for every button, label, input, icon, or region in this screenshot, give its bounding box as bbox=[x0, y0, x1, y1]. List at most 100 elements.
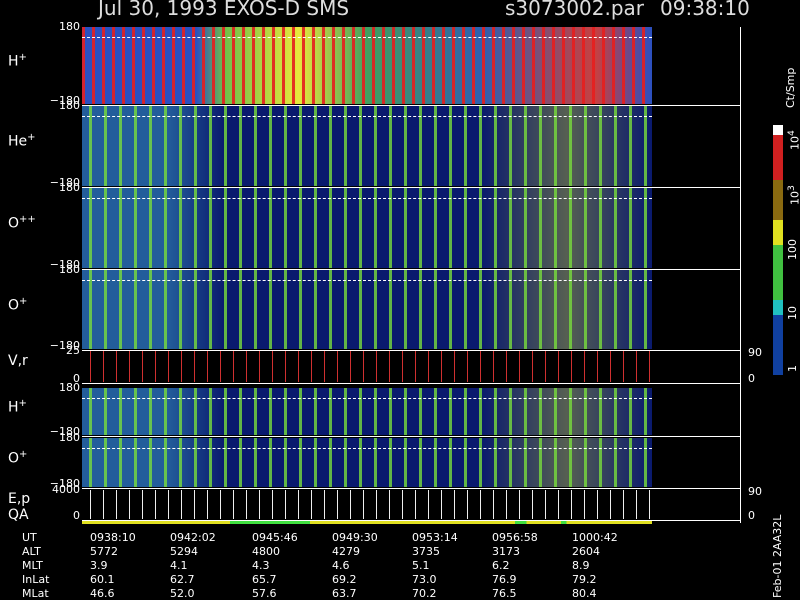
panel-label: He+ bbox=[8, 132, 36, 150]
table-cell: 6.2 bbox=[492, 559, 510, 572]
panel-label-sup: + bbox=[19, 295, 28, 307]
table-cell: 0949:30 bbox=[332, 531, 378, 544]
panel-label-base: V,r bbox=[8, 352, 28, 369]
colorbar-tick: 1 bbox=[786, 365, 799, 372]
panel-separator bbox=[82, 350, 740, 351]
table-cell: 70.2 bbox=[412, 587, 437, 600]
row-label: MLat bbox=[22, 587, 49, 600]
file-name: s3073002.par bbox=[505, 0, 645, 20]
panel-fill bbox=[82, 388, 652, 435]
right-axis bbox=[740, 27, 741, 523]
row-label: InLat bbox=[22, 573, 50, 586]
row-label: ALT bbox=[22, 545, 41, 558]
colorbar bbox=[773, 125, 783, 375]
panel-label-base: O bbox=[8, 215, 20, 232]
panel-label-base: O bbox=[8, 297, 20, 314]
table-cell: 52.0 bbox=[170, 587, 195, 600]
panel-label-sup: + bbox=[27, 132, 36, 143]
dashed-line bbox=[82, 398, 652, 399]
table-cell: 79.2 bbox=[572, 573, 597, 586]
dashed-line bbox=[82, 448, 652, 449]
table-cell: 46.6 bbox=[90, 587, 115, 600]
y2-tick-label: 90 bbox=[748, 346, 762, 359]
spectrogram-panel bbox=[82, 388, 652, 435]
panel-label: E,p bbox=[8, 491, 30, 507]
panel-separator bbox=[82, 488, 740, 489]
panel-label-sup: + bbox=[18, 397, 27, 409]
panel-label-2: QA bbox=[8, 506, 29, 523]
panel-fill bbox=[82, 270, 652, 349]
table-cell: 3735 bbox=[412, 545, 440, 558]
y-tick-label: 4000 bbox=[52, 483, 80, 496]
table-cell: 1000:42 bbox=[572, 531, 618, 544]
panel-separator bbox=[82, 105, 740, 106]
y-tick-label: 25 bbox=[66, 344, 80, 357]
panel-label: V,r bbox=[8, 353, 28, 369]
panel-label: O+ bbox=[8, 296, 27, 314]
title: Jul 30, 1993 EXOS-D SMS bbox=[98, 0, 350, 20]
spectrogram-panel bbox=[82, 270, 652, 349]
panel-label-sup: ++ bbox=[19, 214, 36, 225]
spectrogram-panel bbox=[82, 351, 652, 382]
table-cell: 4800 bbox=[252, 545, 280, 558]
y-tick-label: 0 bbox=[73, 372, 80, 385]
table-cell: 0945:46 bbox=[252, 531, 298, 544]
table-cell: 69.2 bbox=[332, 573, 357, 586]
panel-fill bbox=[82, 188, 652, 268]
table-cell: 5.1 bbox=[412, 559, 430, 572]
table-cell: 2604 bbox=[572, 545, 600, 558]
y2-tick-label: 0 bbox=[748, 372, 755, 385]
dashed-line bbox=[82, 280, 652, 281]
dashed-line bbox=[82, 37, 652, 38]
footer-stamp: Feb-01 2AA32L bbox=[771, 514, 784, 598]
y-tick-label: 180 bbox=[59, 263, 80, 276]
y-tick-label: −180 bbox=[49, 477, 80, 490]
colorbar-tick: 10 bbox=[786, 306, 799, 320]
panel-label: H+ bbox=[8, 52, 27, 70]
table-cell: 0956:58 bbox=[492, 531, 538, 544]
panel-separator bbox=[82, 383, 740, 384]
spectrogram-panel bbox=[82, 27, 652, 104]
table-cell: 5294 bbox=[170, 545, 198, 558]
spectrogram-panel bbox=[82, 438, 652, 487]
time: 09:38:10 bbox=[660, 0, 750, 20]
table-cell: 3173 bbox=[492, 545, 520, 558]
colorbar-tick: 104 bbox=[786, 130, 800, 150]
y-tick-label: −180 bbox=[49, 94, 80, 107]
dashed-line bbox=[82, 116, 652, 117]
table-cell: 0942:02 bbox=[170, 531, 216, 544]
y-tick-label: 0 bbox=[73, 509, 80, 522]
panel-fill bbox=[82, 27, 652, 104]
panel-fill bbox=[82, 490, 652, 519]
spectrogram-panel bbox=[82, 188, 652, 268]
table-cell: 76.5 bbox=[492, 587, 517, 600]
panel-separator bbox=[82, 269, 740, 270]
table-cell: 5772 bbox=[90, 545, 118, 558]
table-cell: 4279 bbox=[332, 545, 360, 558]
table-cell: 0953:14 bbox=[412, 531, 458, 544]
table-cell: 60.1 bbox=[90, 573, 115, 586]
panel-label-base: He bbox=[8, 133, 28, 150]
panel-label-base: H bbox=[8, 53, 19, 70]
y-tick-label: −180 bbox=[49, 425, 80, 438]
spectrogram-panel bbox=[82, 106, 652, 186]
y-tick-label: 180 bbox=[59, 381, 80, 394]
colorbar-tick-base: 100 bbox=[786, 239, 799, 260]
y-tick-label: 180 bbox=[59, 431, 80, 444]
y2-tick-label: 90 bbox=[748, 485, 762, 498]
panel-fill bbox=[82, 106, 652, 186]
y2-tick-label: 0 bbox=[748, 509, 755, 522]
colorbar-tick-base: 10 bbox=[788, 191, 800, 205]
table-cell: 80.4 bbox=[572, 587, 597, 600]
y-tick-label: −180 bbox=[49, 176, 80, 189]
colorbar-tick: 103 bbox=[786, 185, 800, 205]
spectrogram-panel bbox=[82, 490, 652, 519]
table-cell: 8.9 bbox=[572, 559, 590, 572]
y-tick-label: −180 bbox=[49, 258, 80, 271]
colorbar-tick: 100 bbox=[786, 239, 799, 260]
colorbar-tick-sup: 3 bbox=[786, 185, 797, 191]
colorbar-tick-base: 1 bbox=[786, 365, 799, 372]
table-cell: 62.7 bbox=[170, 573, 195, 586]
panel-label: O+ bbox=[8, 449, 27, 467]
colorbar-unit: Ct/Smp bbox=[784, 67, 797, 108]
